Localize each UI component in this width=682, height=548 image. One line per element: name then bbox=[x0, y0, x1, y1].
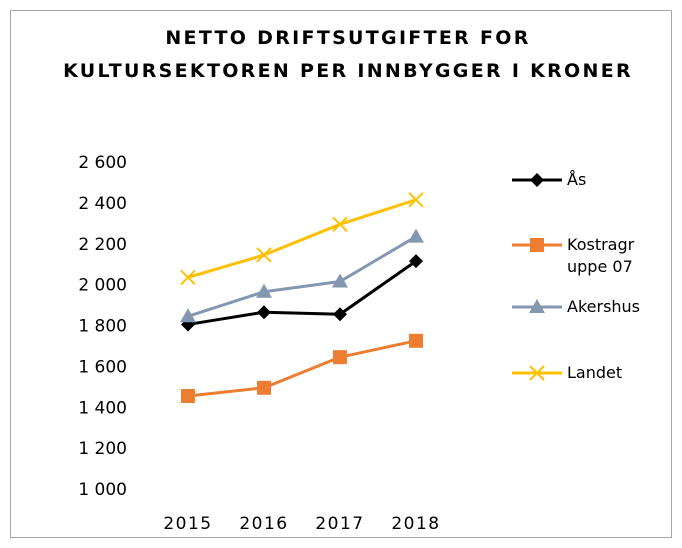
y-tick-label: 2 600 bbox=[78, 153, 127, 173]
x-tick-label: 2018 bbox=[391, 514, 440, 534]
y-tick-label: 2 000 bbox=[78, 276, 127, 296]
chart-title: NETTO DRIFTSUTGIFTER FOR KULTURSEKTOREN … bbox=[63, 27, 633, 82]
data-point bbox=[409, 254, 423, 269]
legend-marker bbox=[530, 238, 544, 252]
data-point bbox=[257, 305, 271, 320]
y-tick-label: 1 600 bbox=[78, 357, 127, 377]
x-tick-label: 2016 bbox=[239, 514, 288, 534]
data-point bbox=[332, 273, 348, 288]
data-point bbox=[181, 388, 195, 403]
legend-label: Kostragruppe 07 bbox=[567, 235, 635, 276]
series-line bbox=[187, 339, 417, 398]
data-point bbox=[180, 269, 196, 286]
x-tick-label: 2015 bbox=[163, 514, 212, 534]
legend-label: Akershus bbox=[567, 297, 641, 316]
data-point bbox=[332, 216, 348, 233]
chart-border bbox=[10, 10, 672, 538]
data-point bbox=[333, 350, 347, 365]
legend-label: Landet bbox=[567, 363, 623, 382]
y-tick-label: 1 400 bbox=[78, 398, 127, 418]
data-point bbox=[408, 192, 424, 208]
data-point bbox=[333, 307, 347, 322]
data-point bbox=[256, 283, 272, 298]
y-tick-label: 1 800 bbox=[78, 317, 127, 337]
x-tick-label: 2017 bbox=[315, 514, 364, 534]
y-tick-label: 1 200 bbox=[78, 439, 127, 459]
legend-marker bbox=[530, 173, 544, 187]
data-point bbox=[409, 333, 423, 348]
data-point bbox=[256, 247, 272, 263]
y-tick-label: 2 200 bbox=[78, 235, 127, 255]
y-tick-label: 1 000 bbox=[78, 480, 127, 500]
legend-label: Ås bbox=[567, 170, 587, 189]
series-line bbox=[187, 259, 417, 326]
legend-marker bbox=[529, 299, 545, 313]
data-point bbox=[180, 308, 196, 323]
y-tick-label: 2 400 bbox=[78, 194, 127, 214]
series-line bbox=[187, 198, 417, 279]
data-point bbox=[257, 380, 271, 395]
series-line bbox=[187, 235, 417, 318]
data-point bbox=[408, 228, 424, 243]
legend-marker bbox=[529, 365, 545, 381]
